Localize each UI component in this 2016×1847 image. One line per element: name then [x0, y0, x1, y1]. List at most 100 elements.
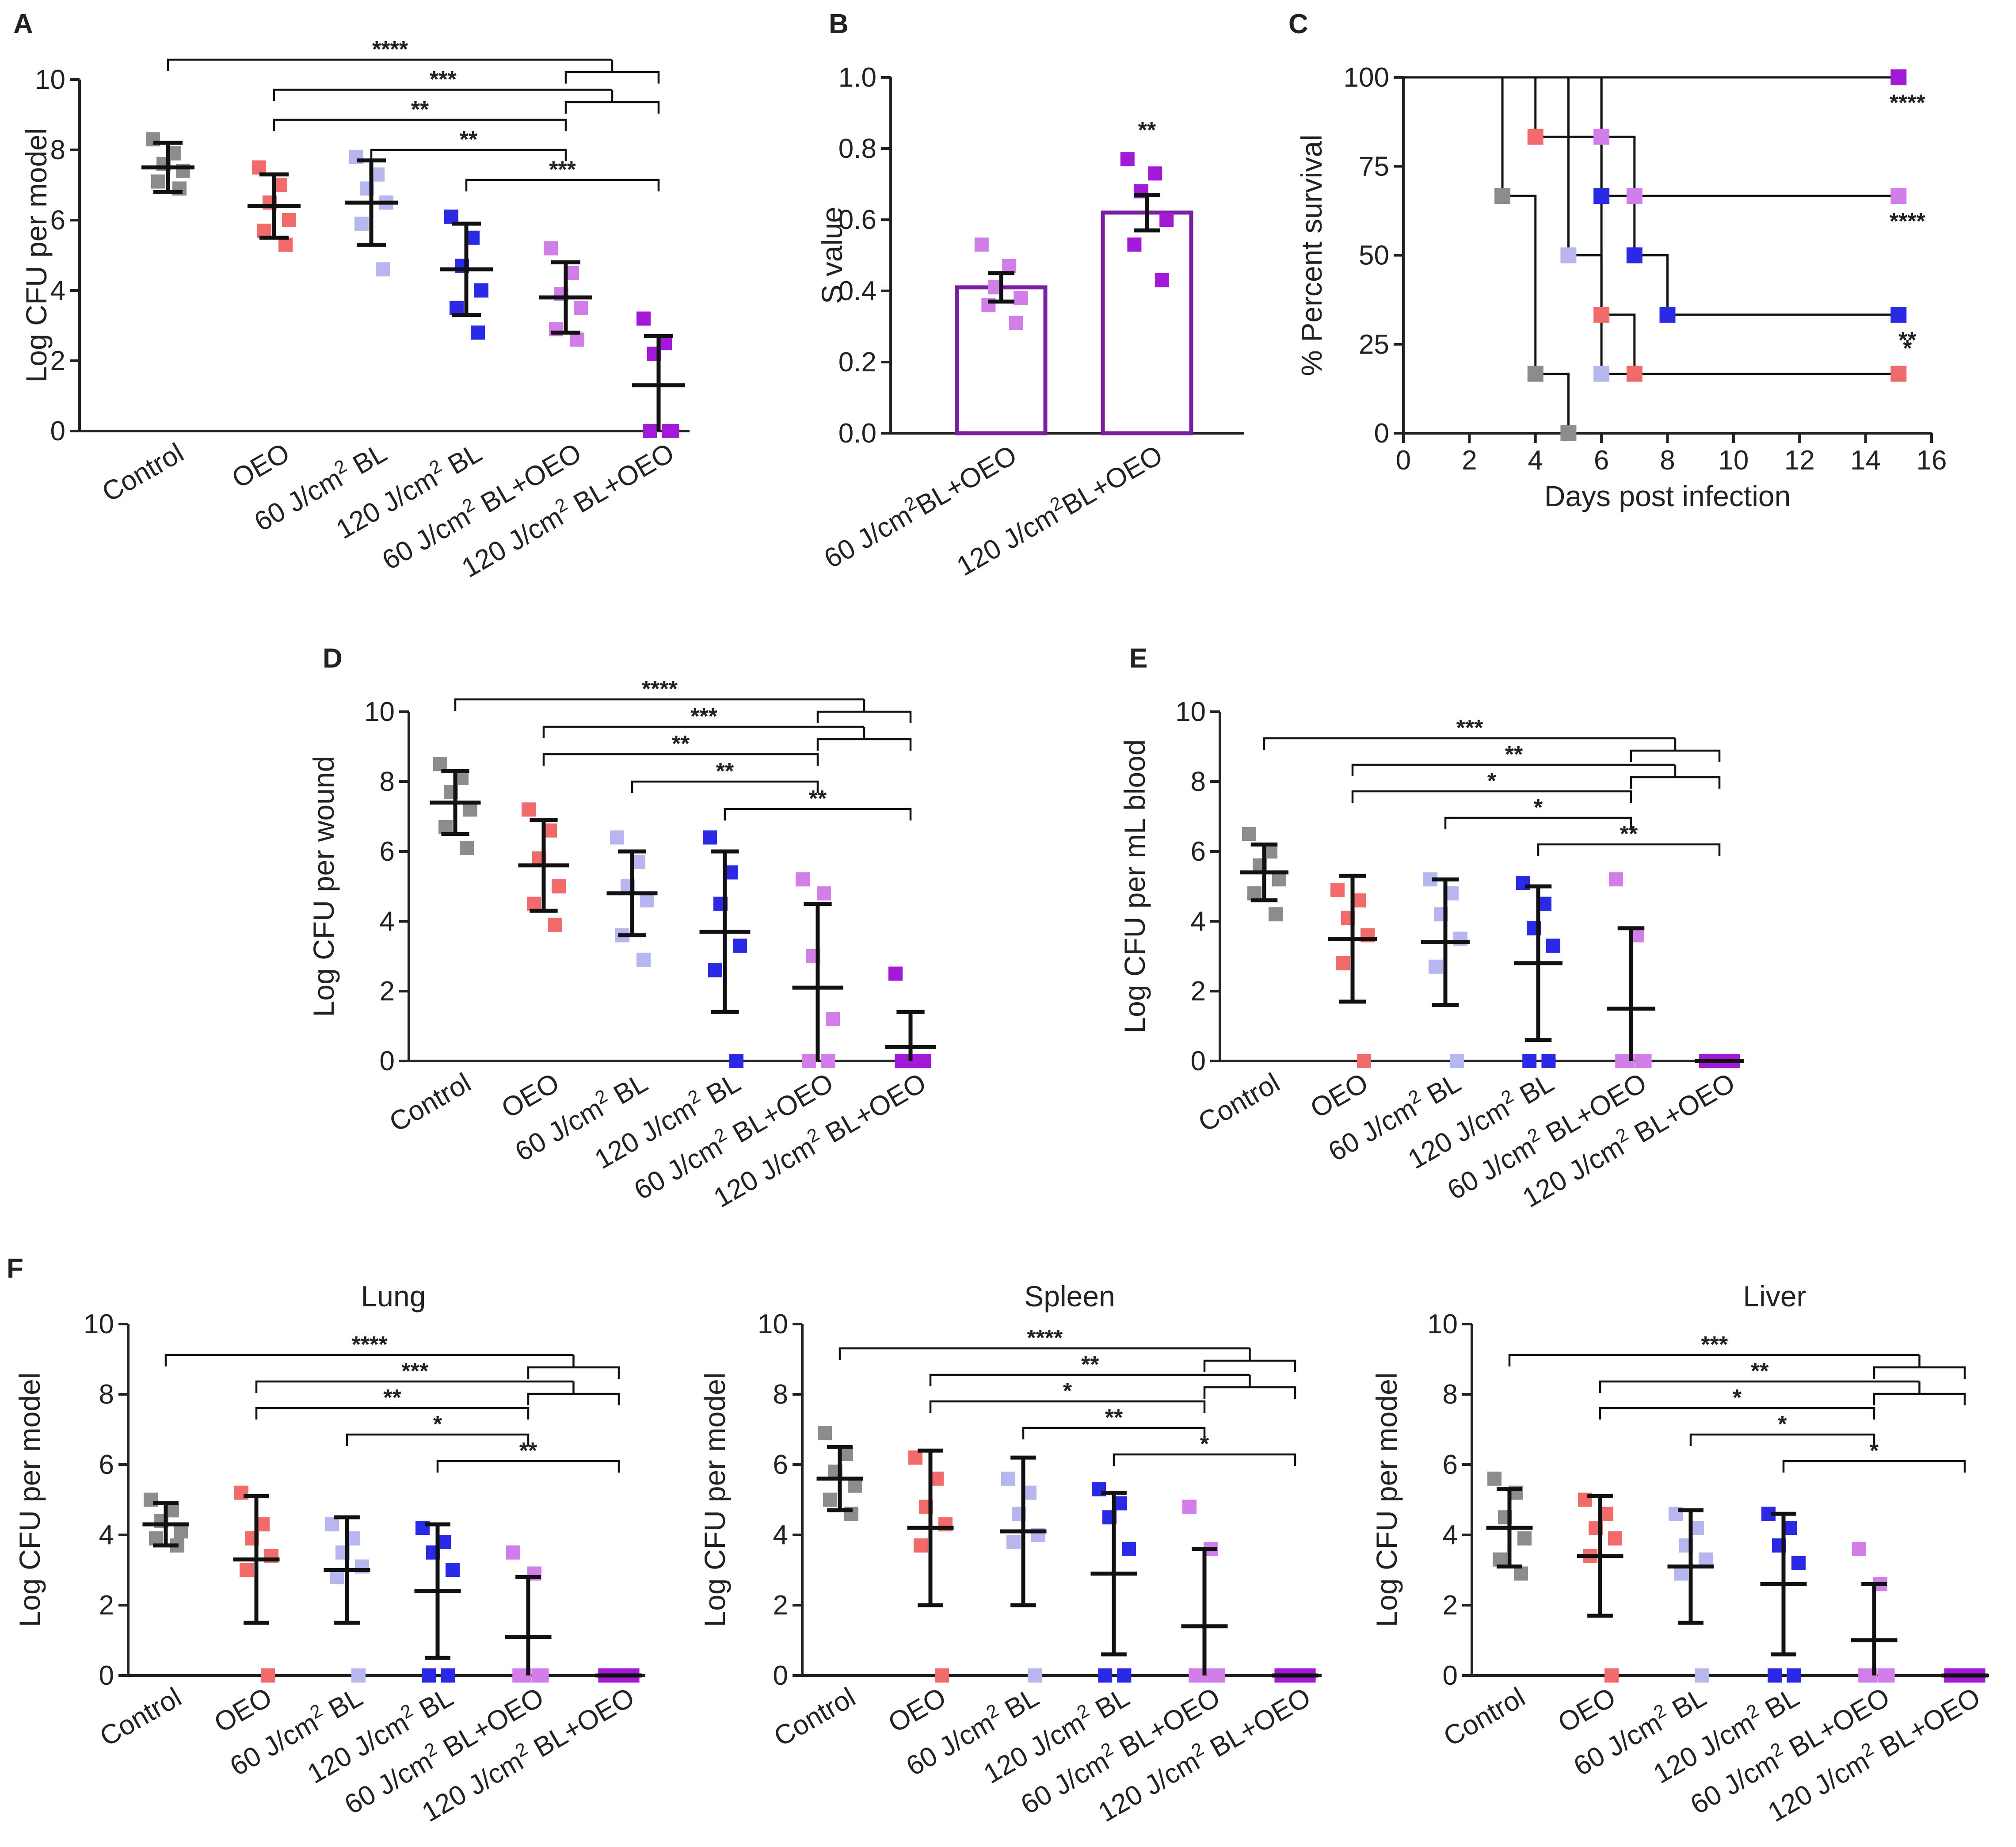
group-2: [1000, 1455, 1047, 1683]
cat-label-part: BL: [1084, 1682, 1135, 1729]
bracket-line: [255, 1407, 530, 1420]
y-tick-label: 0: [1374, 418, 1389, 449]
y-tick-label: 0.6: [838, 205, 877, 235]
significance-label: **: [519, 1438, 537, 1464]
bracket-line: [273, 118, 567, 131]
sub-bracket: [1630, 776, 1721, 789]
bracket-line: [1782, 1460, 1966, 1473]
cat-label-part: BL+OEO: [814, 1067, 931, 1152]
bracket-line: [436, 1460, 620, 1473]
significance-bracket: ***: [273, 67, 660, 114]
y-tick-label: 0.4: [838, 276, 877, 306]
significance-label: ****: [1890, 209, 1926, 234]
cat-label-part: BL: [1753, 1682, 1804, 1729]
group-3: [414, 1521, 461, 1683]
cat-label-part: BL: [408, 1682, 458, 1729]
data-point: [1695, 1668, 1709, 1683]
data-point: [848, 1478, 862, 1493]
cat-label-part: BL+OEO: [911, 439, 1022, 521]
cat-label-part: BL: [1661, 1682, 1711, 1729]
data-point: [1242, 827, 1256, 841]
y-tick-label: 0: [1443, 1660, 1458, 1691]
panel-label: C: [1288, 9, 1308, 39]
bracket-line: [1351, 763, 1675, 776]
data-point: [1852, 1542, 1866, 1556]
data-point: [1522, 1054, 1537, 1068]
significance-bracket: *: [1599, 1385, 1875, 1420]
y-tick-label: 0: [773, 1660, 788, 1691]
survival-series-3: *: [1403, 76, 1912, 382]
data-point: [330, 1570, 344, 1584]
category-label: OEO: [227, 437, 295, 494]
data-point: [1514, 1566, 1528, 1581]
sub-bracket: [564, 101, 660, 114]
significance-label: **: [1505, 742, 1523, 767]
significance-label: **: [411, 97, 429, 122]
bar-group-0: [955, 237, 1048, 435]
data-point: [1155, 273, 1169, 287]
bracket-line: [929, 1400, 1206, 1413]
significance-label: **: [460, 127, 478, 153]
significance-label: **: [716, 759, 734, 784]
cat-label-part: BL: [341, 437, 392, 484]
data-point: [636, 952, 651, 967]
data-point: [446, 1563, 460, 1577]
bracket-line: [542, 725, 864, 738]
data-point: [441, 1668, 455, 1683]
data-point: [1148, 166, 1162, 181]
group-5: [1272, 1668, 1319, 1683]
bracket-line: [1689, 1433, 1875, 1446]
censor-mark: [1626, 366, 1643, 382]
significance-label: ***: [690, 704, 717, 729]
bracket-line: [1599, 1380, 1920, 1393]
censor-mark: [1626, 247, 1643, 263]
data-point: [1272, 872, 1286, 887]
y-tick-label: 8: [1443, 1379, 1458, 1410]
data-point: [460, 841, 474, 855]
data-point: [1159, 213, 1174, 227]
data-point: [1120, 152, 1135, 167]
bracket-line: [1351, 790, 1632, 803]
data-point: [1450, 1054, 1464, 1068]
bracket-line: [164, 1354, 574, 1366]
bracket-line: [1599, 1407, 1875, 1420]
significance-bracket: ****: [167, 37, 660, 84]
significance-label: ***: [1456, 715, 1483, 741]
category-label: OEO: [883, 1682, 951, 1739]
significance-label: ****: [1027, 1325, 1063, 1351]
data-point: [914, 1538, 928, 1553]
data-point: [1002, 259, 1017, 273]
data-point: [729, 1054, 743, 1068]
data-point: [802, 1054, 816, 1068]
data-point: [282, 213, 296, 227]
data-point: [444, 210, 458, 224]
data-point: [522, 802, 536, 817]
data-point: [471, 325, 485, 340]
data-point: [438, 820, 453, 834]
data-point: [826, 1012, 840, 1027]
significance-label: *: [1870, 1438, 1879, 1464]
data-point: [914, 1054, 928, 1068]
survival-curve: [1403, 76, 1899, 197]
y-tick-label: 4: [773, 1520, 788, 1550]
survival-series-4: [1403, 76, 1635, 382]
y-tick-label: 10: [758, 1309, 788, 1339]
x-tick-label: 2: [1462, 445, 1477, 476]
category-label: Control: [1438, 1682, 1530, 1752]
data-point: [895, 1054, 909, 1068]
significance-label: *: [1534, 795, 1543, 820]
data-point: [261, 1668, 275, 1683]
data-point: [1541, 1054, 1556, 1068]
significance-label: *: [1778, 1412, 1787, 1437]
data-point: [1429, 959, 1443, 974]
group-1: [907, 1448, 954, 1683]
y-axis-label: Log CFU per wound: [307, 756, 340, 1017]
data-point: [1028, 1668, 1042, 1683]
y-tick-label: 1.0: [838, 62, 877, 93]
x-tick-label: 0: [1396, 445, 1411, 476]
significance-bracket: **: [255, 1385, 530, 1420]
group-2: [1421, 872, 1470, 1068]
